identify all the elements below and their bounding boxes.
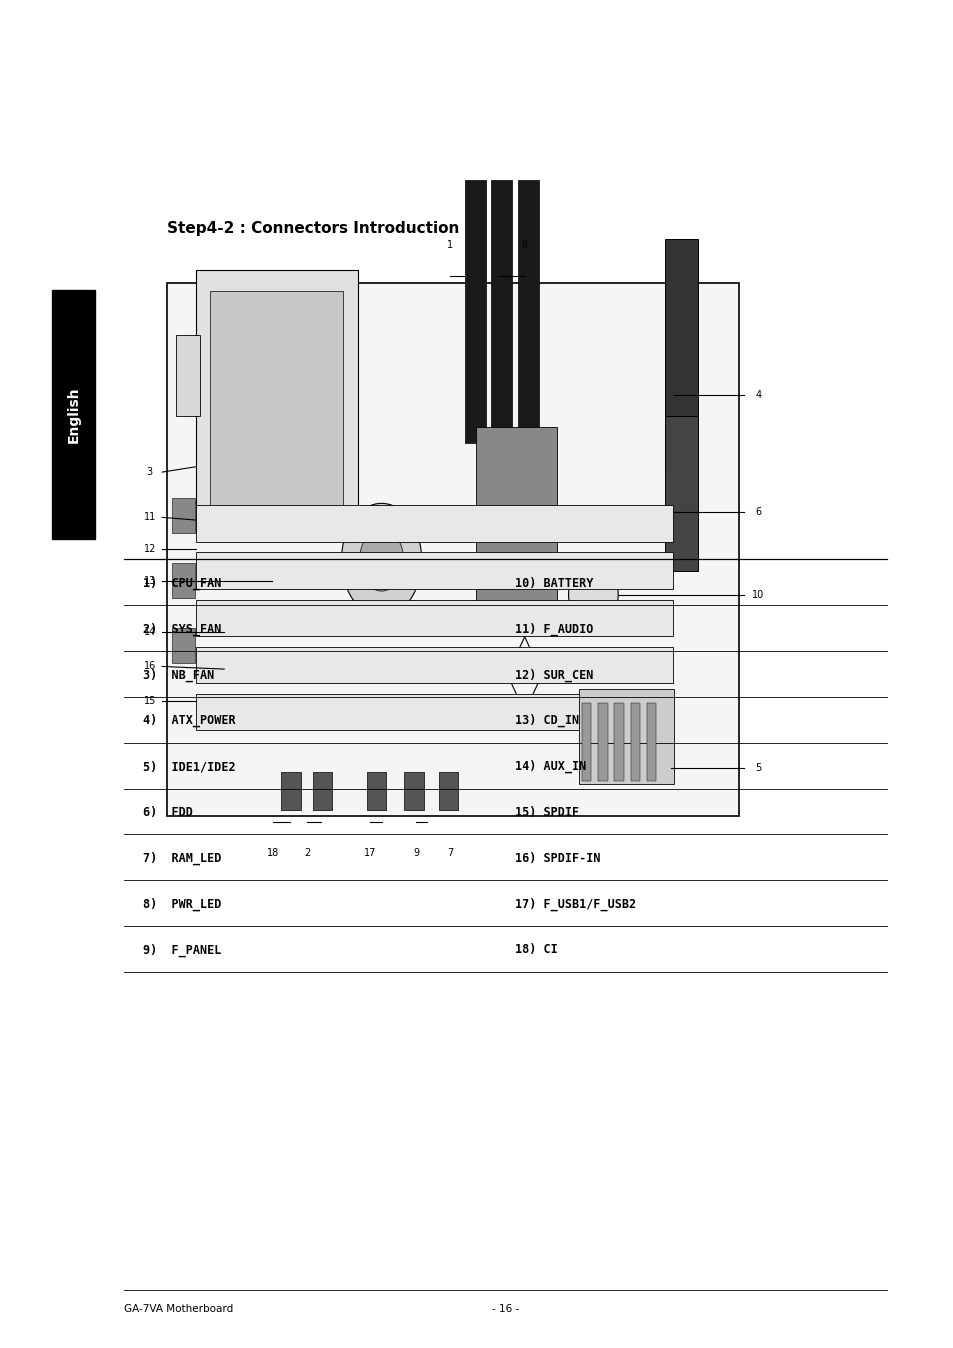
- Text: Step4-2 : Connectors Introduction: Step4-2 : Connectors Introduction: [167, 221, 458, 236]
- Text: 14) AUX_IN: 14) AUX_IN: [515, 760, 586, 774]
- Text: 18: 18: [267, 848, 278, 859]
- Text: 2: 2: [304, 848, 310, 859]
- Bar: [438, 772, 457, 810]
- Bar: [646, 702, 656, 780]
- Bar: [476, 528, 557, 613]
- Text: 3)  NB_FAN: 3) NB_FAN: [143, 669, 214, 682]
- Text: 4)  ATX_POWER: 4) ATX_POWER: [143, 714, 235, 728]
- Text: 5)  IDE1/IDE2: 5) IDE1/IDE2: [143, 760, 235, 774]
- Text: - 16 -: - 16 -: [492, 1305, 518, 1314]
- Text: 11) F_AUDIO: 11) F_AUDIO: [515, 623, 593, 636]
- Text: 12: 12: [144, 545, 155, 554]
- Text: 4: 4: [755, 390, 760, 400]
- Bar: [313, 772, 332, 810]
- Bar: [491, 179, 512, 442]
- Text: 8: 8: [521, 240, 527, 251]
- Bar: [281, 772, 300, 810]
- Text: 15: 15: [144, 696, 155, 706]
- Bar: [172, 628, 194, 663]
- Bar: [172, 563, 194, 599]
- Circle shape: [341, 503, 421, 616]
- Bar: [195, 553, 672, 589]
- Text: 14: 14: [144, 627, 155, 636]
- Bar: [598, 702, 607, 780]
- Text: 18) CI: 18) CI: [515, 944, 558, 957]
- Text: 8)  PWR_LED: 8) PWR_LED: [143, 898, 221, 911]
- Text: 9)  F_PANEL: 9) F_PANEL: [143, 944, 221, 957]
- Text: 5: 5: [755, 763, 760, 772]
- Text: 16) SPDIF-IN: 16) SPDIF-IN: [515, 852, 600, 865]
- Circle shape: [359, 528, 403, 590]
- Bar: [517, 179, 538, 442]
- Bar: [614, 702, 623, 780]
- Bar: [664, 415, 698, 570]
- Bar: [195, 600, 672, 636]
- Bar: [630, 702, 639, 780]
- Text: 17: 17: [364, 848, 375, 859]
- Text: 9: 9: [413, 848, 418, 859]
- Text: 7: 7: [447, 848, 453, 859]
- Text: 11: 11: [144, 512, 155, 523]
- Text: 10) BATTERY: 10) BATTERY: [515, 577, 593, 590]
- Bar: [464, 179, 485, 442]
- Text: GA-7VA Motherboard: GA-7VA Motherboard: [124, 1305, 233, 1314]
- Text: 2)  SYS_FAN: 2) SYS_FAN: [143, 623, 221, 636]
- Text: 1)  CPU_FAN: 1) CPU_FAN: [143, 577, 221, 590]
- Bar: [581, 702, 591, 780]
- Text: 6: 6: [755, 507, 760, 518]
- Text: 15) SPDIF: 15) SPDIF: [515, 806, 578, 820]
- Text: 7)  RAM_LED: 7) RAM_LED: [143, 852, 221, 865]
- Bar: [664, 239, 698, 474]
- Bar: [367, 772, 386, 810]
- Circle shape: [568, 559, 618, 630]
- Bar: [172, 499, 194, 534]
- Bar: [195, 506, 672, 542]
- Text: 13) CD_IN: 13) CD_IN: [515, 714, 578, 728]
- Bar: [210, 291, 343, 514]
- Text: 12) SUR_CEN: 12) SUR_CEN: [515, 669, 593, 682]
- Text: 1: 1: [447, 240, 453, 251]
- Bar: [476, 427, 557, 512]
- Text: 6)  FDD: 6) FDD: [143, 806, 193, 820]
- Bar: [195, 647, 672, 683]
- Text: 16: 16: [144, 662, 155, 671]
- Text: 17) F_USB1/F_USB2: 17) F_USB1/F_USB2: [515, 898, 636, 911]
- Text: 10: 10: [752, 589, 763, 600]
- Bar: [52, 290, 95, 539]
- Bar: [578, 689, 674, 783]
- Text: English: English: [67, 386, 81, 443]
- Bar: [404, 772, 423, 810]
- Text: 3: 3: [147, 468, 152, 477]
- Bar: [195, 694, 672, 731]
- Bar: [176, 336, 200, 417]
- Text: 13: 13: [144, 576, 155, 586]
- Bar: [195, 271, 357, 534]
- Bar: [167, 283, 739, 816]
